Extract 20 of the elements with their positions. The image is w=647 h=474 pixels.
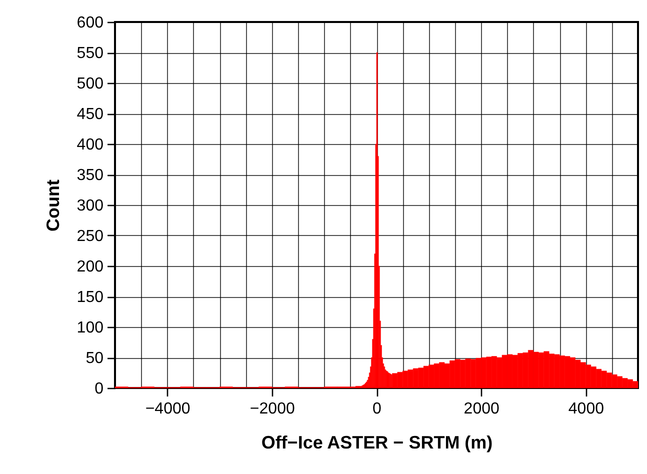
y-tick-label: 0 (94, 380, 104, 398)
y-tick-label: 250 (76, 228, 104, 245)
y-axis-title: Count (42, 180, 63, 232)
x-tick-label: −4000 (145, 400, 190, 418)
y-tick-label: 200 (76, 258, 104, 276)
y-tick-label: 500 (76, 76, 104, 92)
y-tick-label: 550 (76, 45, 104, 62)
y-tick-label: 400 (76, 136, 104, 154)
y-tick-label: 600 (76, 14, 104, 32)
x-tick-label: 2000 (464, 400, 500, 418)
x-tick-label: −2000 (250, 400, 295, 418)
x-axis-title: Off−Ice ASTER − SRTM (m) (261, 432, 493, 452)
y-tick-label: 100 (76, 320, 104, 336)
x-tick-label: 4000 (568, 400, 604, 418)
x-tick-label: 0 (372, 400, 382, 418)
y-tick-label: 300 (76, 198, 104, 214)
y-tick-label: 350 (76, 167, 104, 184)
y-tick-label: 450 (76, 106, 104, 123)
y-tick-label: 150 (76, 289, 104, 306)
y-tick-label: 50 (86, 350, 104, 367)
